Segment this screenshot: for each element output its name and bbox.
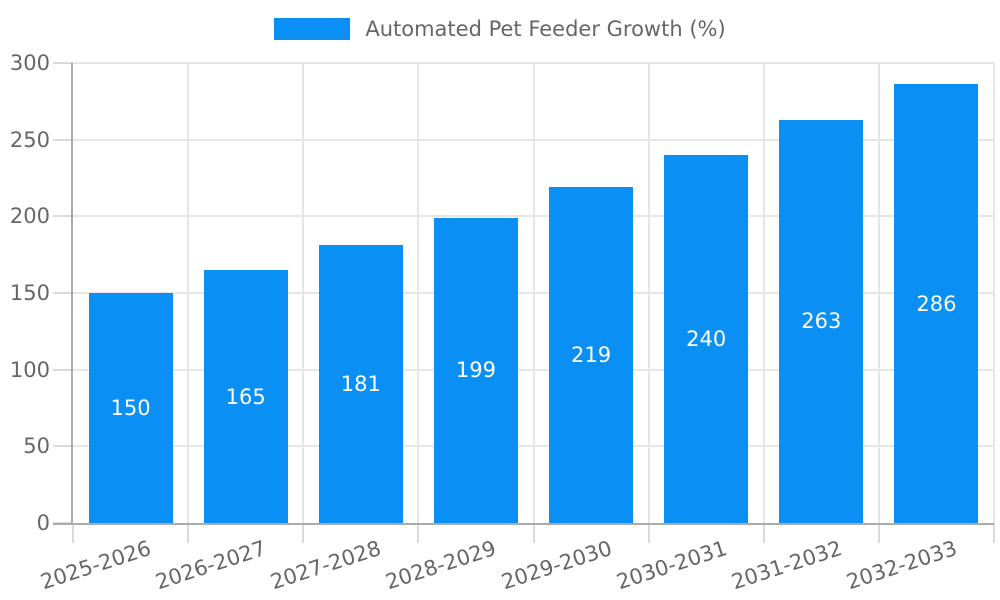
- y-axis-label: 0: [36, 511, 50, 535]
- bar-value-label: 240: [686, 327, 727, 351]
- x-axis-tick: [877, 523, 880, 543]
- bar: [549, 187, 634, 523]
- gridline-vertical: [302, 63, 305, 523]
- x-axis-label: 2028-2029: [383, 536, 500, 595]
- bar: [433, 217, 518, 523]
- x-axis-label: 2030-2031: [613, 536, 730, 595]
- bar: [203, 270, 288, 523]
- x-axis-tick: [72, 523, 74, 543]
- bar: [894, 84, 979, 523]
- x-axis-tick: [993, 523, 995, 543]
- x-axis-tick: [762, 523, 765, 543]
- gridline-vertical: [187, 63, 190, 523]
- bar-value-label: 181: [340, 372, 381, 397]
- bar-value-label: 286: [916, 291, 957, 316]
- gridline-vertical: [532, 63, 535, 523]
- x-axis-tick: [532, 523, 535, 543]
- y-axis-tick: [53, 215, 73, 218]
- gridline-vertical: [762, 63, 765, 523]
- bar-value-label: 150: [110, 396, 151, 420]
- x-axis-label: 2029-2030: [498, 536, 615, 595]
- y-axis-tick: [53, 368, 73, 371]
- x-axis-label: 2031-2032: [728, 536, 845, 595]
- bar-value-label: 263: [801, 309, 842, 334]
- x-axis-label: 2027-2028: [267, 536, 385, 595]
- bar-value-label: 199: [455, 358, 496, 383]
- legend[interactable]: Automated Pet Feeder Growth (%): [0, 17, 1000, 41]
- y-axis-tick: [53, 138, 73, 141]
- y-axis-label: 300: [9, 51, 50, 75]
- bar-value-label: 219: [571, 343, 612, 368]
- bar: [88, 293, 173, 523]
- y-axis-tick: [53, 62, 73, 64]
- y-axis-label: 50: [23, 434, 50, 459]
- gridline-vertical: [993, 63, 995, 523]
- x-axis-line: [53, 523, 994, 525]
- y-axis-label: 150: [9, 281, 50, 305]
- gridline-vertical: [877, 63, 880, 523]
- x-axis-label: 2032-2033: [843, 536, 960, 595]
- y-axis-label: 250: [9, 127, 50, 152]
- legend-label: Automated Pet Feeder Growth (%): [365, 17, 726, 41]
- gridline-vertical: [417, 63, 420, 523]
- bar: [779, 119, 864, 523]
- y-axis-label: 100: [9, 357, 50, 382]
- legend-swatch: [274, 18, 351, 40]
- x-axis-tick: [647, 523, 650, 543]
- y-axis-label: 200: [9, 204, 50, 229]
- x-axis-label: 2026-2027: [152, 536, 270, 595]
- gridline-vertical: [647, 63, 650, 523]
- x-axis-tick: [187, 523, 190, 543]
- bar: [318, 245, 403, 523]
- x-axis-label: 2025-2026: [37, 536, 154, 595]
- bar-value-label: 165: [225, 384, 266, 409]
- x-axis-tick: [417, 523, 420, 543]
- y-axis-tick: [53, 292, 73, 294]
- bar: [664, 155, 749, 523]
- x-axis-tick: [302, 523, 305, 543]
- y-axis-line: [71, 63, 73, 525]
- y-axis-tick: [53, 445, 73, 448]
